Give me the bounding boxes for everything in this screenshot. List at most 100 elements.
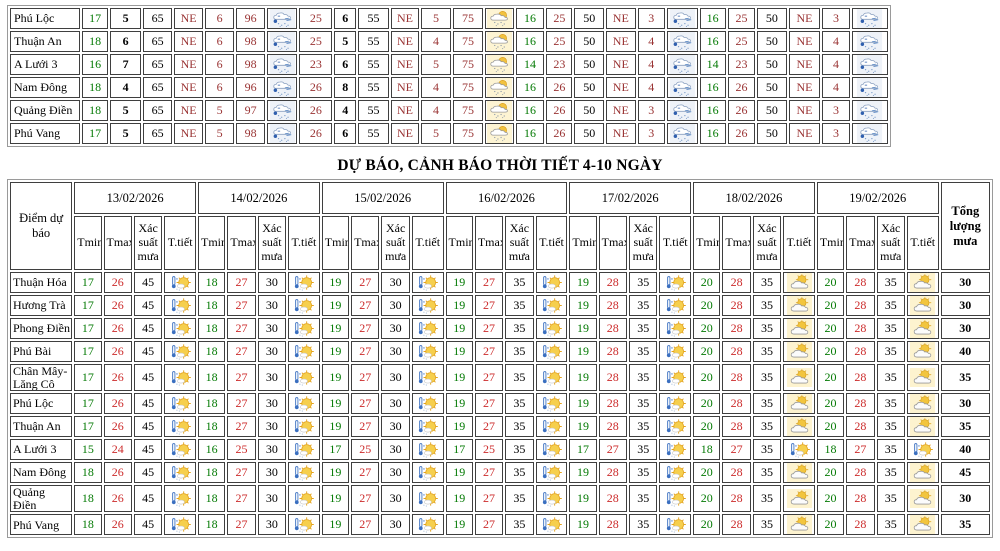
sun-behind-cloud-icon [909,296,936,315]
sun-behind-cloud-icon [786,515,813,534]
value-cell: 55 [358,8,389,29]
weather-cell [783,514,815,536]
sun-with-shower-icon [290,394,317,413]
tmax-cell: 28 [846,341,875,362]
weather-cell [666,54,698,75]
weather-cell [164,514,197,536]
tmax-cell: 26 [103,318,132,339]
sun-with-shower-icon [414,440,441,459]
value-cell: NE [174,100,203,121]
weather-cell [659,416,692,438]
weather-cell [906,272,939,293]
sub-header: Tmax [474,216,504,270]
table-row: Nam Đông 18 26 45 18 27 30 19 27 30 19 27 35 19 28 35 20… [10,462,990,484]
weather-cell [411,318,444,339]
value-cell: 4 [637,54,665,75]
sub-header: Xác suất mưa [876,216,905,270]
station-column-header: Điểm dự báo [10,182,73,270]
value-cell: NE [174,8,203,29]
weather-cell [851,31,888,52]
rain-cloud-icon [856,101,883,120]
weather-cell [485,8,514,29]
station-name-cell: Nam Đông [10,462,73,484]
tmin-cell: 20 [816,514,845,536]
rain-probability-cell: 45 [133,462,163,484]
tmin-cell: 18 [198,341,226,362]
rain-probability-cell: 35 [876,272,905,293]
value-cell: 75 [452,8,484,29]
tmax-cell: 27 [351,416,380,438]
value-cell: 75 [452,123,484,144]
value-cell: 5 [204,123,235,144]
sun-behind-cloud-icon [786,342,813,361]
tmin-cell: 19 [445,272,473,293]
weather-cell [535,318,568,339]
sun-behind-cloud-drizzle-icon [486,55,513,74]
value-cell: 50 [757,8,787,29]
station-name-cell: Quảng Điền [10,100,81,121]
sun-with-shower-icon [290,368,317,387]
tmax-cell: 28 [722,318,751,339]
value-cell: 5 [110,8,141,29]
weather-cell [164,485,197,513]
header-row: Điểm dự báo 13/02/2026 14/02/2026 15/02/202… [10,182,990,270]
sun-behind-cloud-icon [909,273,936,292]
sun-with-shower-icon [662,515,689,534]
value-cell: 16 [699,100,726,121]
tmax-cell: 28 [598,514,627,536]
value-cell: 14 [699,54,726,75]
rain-probability-cell: 35 [629,514,658,536]
sun-with-shower-icon [662,368,689,387]
sun-behind-cloud-icon [909,463,936,482]
tmin-cell: 18 [198,393,226,415]
value-cell: 55 [358,54,389,75]
value-cell: 4 [637,31,665,52]
value-cell: 50 [574,123,605,144]
rain-probability-cell: 30 [257,364,287,392]
tmax-cell: 28 [598,416,627,438]
value-cell: 5 [204,100,235,121]
sun-with-shower-icon [167,515,194,534]
tmin-cell: 18 [198,295,226,316]
rain-probability-cell: 35 [752,341,782,362]
sun-with-shower-icon [662,273,689,292]
tmax-cell: 27 [227,416,256,438]
weather-cell [411,364,444,392]
weather-cell [288,272,320,293]
sun-with-shower-icon [786,440,813,459]
value-cell: 3 [822,123,850,144]
tmin-cell: 19 [445,416,473,438]
value-cell: 4 [110,77,141,98]
tmax-cell: 28 [598,272,627,293]
weather-cell [659,462,692,484]
value-cell: 18 [82,100,109,121]
sun-with-shower-icon [538,368,565,387]
value-cell: NE [174,31,203,52]
tmax-cell: 27 [227,295,256,316]
sub-header: Tmax [846,216,875,270]
rain-probability-cell: 45 [133,318,163,339]
station-name-cell: Phú Bài [10,341,73,362]
tmax-cell: 28 [722,416,751,438]
value-cell: NE [390,77,420,98]
rain-probability-cell: 30 [381,364,410,392]
rain-probability-cell: 30 [381,485,410,513]
table-row: Thuận Hóa 17 26 45 18 27 30 19 27 30 19 27 35 19 28 35 2… [10,272,990,293]
weather-cell [659,364,692,392]
tmax-cell: 27 [351,462,380,484]
sub-header: Tmin [74,216,102,270]
weather-cell [288,485,320,513]
station-name-cell: Thuận Hóa [10,272,73,293]
tmin-cell: 17 [74,272,102,293]
weather-cell [659,514,692,536]
tmin-cell: 18 [74,462,102,484]
sun-behind-cloud-icon [786,273,813,292]
rain-probability-cell: 45 [133,439,163,461]
sub-header: T.tiết [906,216,939,270]
table-row: Phú Lộc 17 26 45 18 27 30 19 27 30 19 27 35 19 28 35 20 2… [10,393,990,415]
tmin-cell: 20 [693,341,721,362]
table-row: Phú Lộc 17 5 65 NE 6 96 25 6 55 NE 5 75 16 25 50 NE 3 16 25… [10,8,888,29]
station-name-cell: Phú Vang [10,123,81,144]
value-cell: 3 [637,123,665,144]
weather-cell [906,485,939,513]
